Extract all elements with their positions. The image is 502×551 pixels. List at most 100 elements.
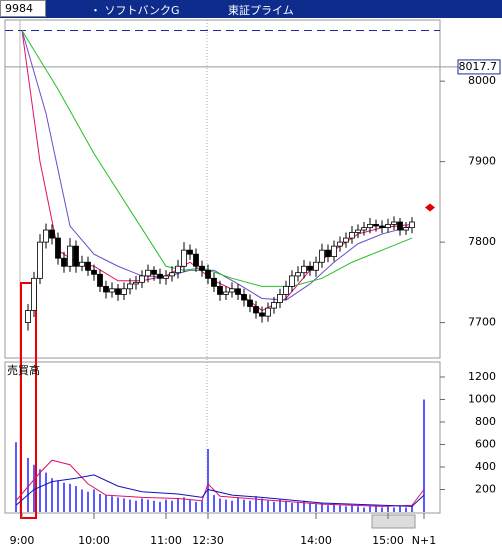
candle-body bbox=[79, 261, 85, 267]
volume-bar bbox=[237, 497, 239, 512]
volume-bar bbox=[39, 469, 41, 512]
volume-bar bbox=[159, 501, 161, 512]
volume-bar bbox=[291, 502, 293, 512]
candle-body bbox=[181, 249, 187, 267]
volume-bar bbox=[267, 500, 269, 512]
volume-bar bbox=[351, 505, 353, 512]
volume-bar bbox=[333, 504, 335, 512]
candle-body bbox=[133, 281, 139, 285]
x-tick-label: 11:00 bbox=[150, 534, 182, 547]
volume-bar bbox=[207, 448, 209, 512]
volume-bar bbox=[369, 506, 371, 512]
candle-body bbox=[367, 224, 373, 229]
volume-bar bbox=[147, 499, 149, 512]
candle-body bbox=[61, 257, 67, 267]
stock-code[interactable]: 9984 bbox=[0, 0, 46, 17]
volume-bar bbox=[27, 457, 29, 512]
candle-body bbox=[43, 229, 49, 243]
volume-bar bbox=[75, 486, 77, 512]
volume-bar bbox=[45, 472, 47, 512]
y-tick-label: 400 bbox=[475, 460, 496, 473]
indicator-line bbox=[15, 459, 425, 507]
candle-body bbox=[319, 249, 325, 263]
candle-body bbox=[379, 225, 385, 229]
volume-bar bbox=[99, 493, 101, 512]
candle-body bbox=[403, 227, 409, 231]
candle-body bbox=[91, 269, 97, 275]
y-tick-label: 200 bbox=[475, 482, 496, 495]
y-tick-label: 600 bbox=[475, 437, 496, 450]
candle-body bbox=[235, 288, 241, 295]
x-tick-label: 15:00 bbox=[372, 534, 404, 547]
candle-body bbox=[325, 249, 331, 258]
candle-body bbox=[343, 237, 349, 243]
volume-bar bbox=[201, 500, 203, 512]
volume-pane bbox=[4, 361, 441, 514]
volume-bar bbox=[117, 497, 119, 512]
candle-body bbox=[103, 285, 109, 293]
y-tick-label: 7700 bbox=[468, 316, 496, 329]
scrollbar[interactable] bbox=[371, 514, 416, 529]
candle-body bbox=[157, 273, 163, 279]
candle-body bbox=[223, 291, 229, 295]
candle-body bbox=[73, 245, 79, 267]
price-pane bbox=[4, 19, 441, 359]
volume-bar bbox=[171, 500, 173, 512]
volume-bar bbox=[261, 498, 263, 512]
candle-body bbox=[121, 288, 127, 295]
volume-bar bbox=[375, 505, 377, 512]
candle-body bbox=[253, 306, 259, 314]
volume-bar bbox=[297, 501, 299, 512]
candle-body bbox=[187, 249, 193, 255]
volume-bar bbox=[129, 499, 131, 512]
candle-body bbox=[313, 261, 319, 271]
candle-body bbox=[25, 310, 31, 323]
volume-bar bbox=[33, 464, 35, 512]
volume-bar bbox=[423, 399, 425, 512]
candle-body bbox=[265, 307, 271, 317]
volume-bar bbox=[249, 500, 251, 512]
x-tick-label: 10:00 bbox=[78, 534, 110, 547]
x-tick-label: N+1 bbox=[412, 534, 436, 547]
header-bar: 9984 ・ ソフトバンクG 東証プライム bbox=[0, 0, 502, 18]
volume-bar bbox=[57, 480, 59, 512]
volume-bar bbox=[309, 502, 311, 512]
y-tick-label: 800 bbox=[475, 415, 496, 428]
volume-bar bbox=[279, 499, 281, 512]
candle-body bbox=[373, 224, 379, 227]
volume-bar bbox=[105, 495, 107, 512]
indicator-line bbox=[15, 474, 425, 507]
indicator-line bbox=[21, 30, 413, 287]
candle-body bbox=[109, 288, 115, 293]
volume-bar bbox=[315, 504, 317, 512]
highlight-box bbox=[20, 282, 37, 519]
volume-bar bbox=[411, 505, 413, 512]
volume-bar bbox=[135, 500, 137, 512]
last-price-marker bbox=[425, 203, 435, 212]
candle-body bbox=[169, 272, 175, 277]
volume-bar bbox=[285, 500, 287, 512]
candle-body bbox=[205, 269, 211, 279]
y-tick-label: 7900 bbox=[468, 155, 496, 168]
volume-bar bbox=[51, 478, 53, 512]
candle-body bbox=[361, 227, 367, 231]
volume-bar bbox=[153, 500, 155, 512]
volume-bar bbox=[255, 496, 257, 512]
volume-bar bbox=[81, 489, 83, 512]
candle-body bbox=[409, 221, 415, 229]
volume-bar bbox=[339, 505, 341, 512]
volume-bar bbox=[183, 497, 185, 512]
candle-body bbox=[67, 245, 73, 267]
volume-bar bbox=[393, 507, 395, 512]
candle-body bbox=[331, 245, 337, 257]
volume-bar bbox=[141, 498, 143, 512]
candle-body bbox=[139, 275, 145, 283]
candle-body bbox=[115, 288, 121, 295]
price-label-box bbox=[457, 59, 501, 75]
y-tick-label: 8000 bbox=[468, 74, 496, 87]
volume-bar bbox=[123, 498, 125, 512]
volume-bar bbox=[243, 499, 245, 512]
volume-bar bbox=[357, 506, 359, 512]
